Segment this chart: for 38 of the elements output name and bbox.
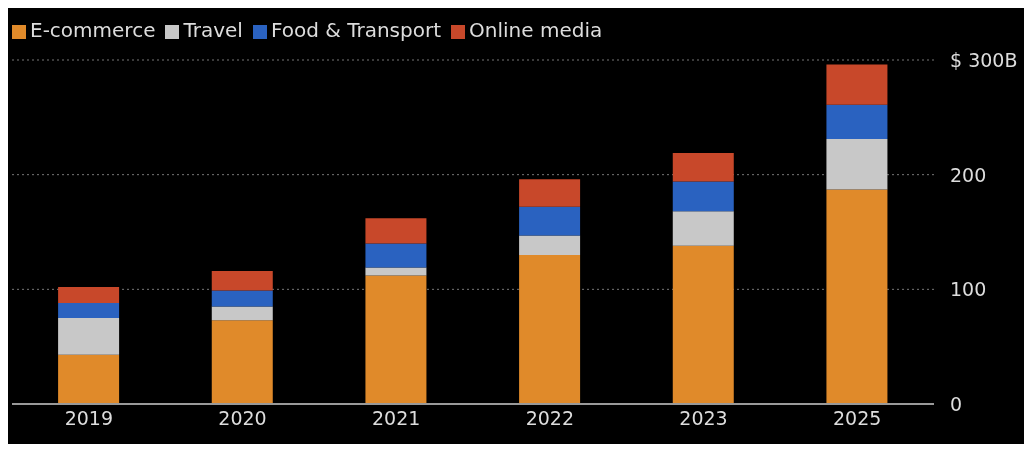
- x-tick-label: 2020: [218, 407, 267, 430]
- legend-label: Travel: [183, 18, 243, 42]
- legend-label: Online media: [469, 18, 603, 42]
- bar: [211, 290, 273, 307]
- bar: [58, 318, 120, 355]
- bar: [672, 245, 734, 404]
- x-tick-label: 2019: [64, 407, 114, 430]
- bar: [58, 287, 120, 304]
- bar: [826, 189, 888, 404]
- bar: [365, 267, 427, 276]
- bar: [672, 152, 734, 182]
- y-tick-label: 200: [950, 163, 987, 186]
- bar: [58, 303, 120, 318]
- bar: [826, 64, 888, 105]
- bar: [365, 243, 427, 268]
- bar: [826, 104, 888, 140]
- y-tick-label: 0: [950, 393, 963, 415]
- x-tick-label: 2022: [525, 407, 575, 430]
- x-tick-label: 2023: [679, 407, 728, 430]
- x-tick-label: 2025: [832, 407, 882, 430]
- bar: [58, 354, 120, 404]
- bar: [211, 320, 273, 404]
- bar: [672, 211, 734, 246]
- bar: [211, 306, 273, 321]
- x-tick-label: 2021: [371, 407, 421, 430]
- bar: [519, 235, 581, 255]
- bar: [211, 270, 273, 291]
- bar: [672, 181, 734, 212]
- legend-label: E-commerce: [30, 18, 156, 42]
- bar: [826, 139, 888, 190]
- y-tick-label: $ 300B: [950, 49, 1018, 71]
- bar: [365, 218, 427, 244]
- bar: [519, 206, 581, 236]
- legend-label: Food & Transport: [270, 18, 442, 42]
- y-tick-label: 100: [950, 278, 987, 301]
- bar: [519, 179, 581, 207]
- bar: [365, 275, 427, 404]
- bar: [519, 254, 581, 404]
